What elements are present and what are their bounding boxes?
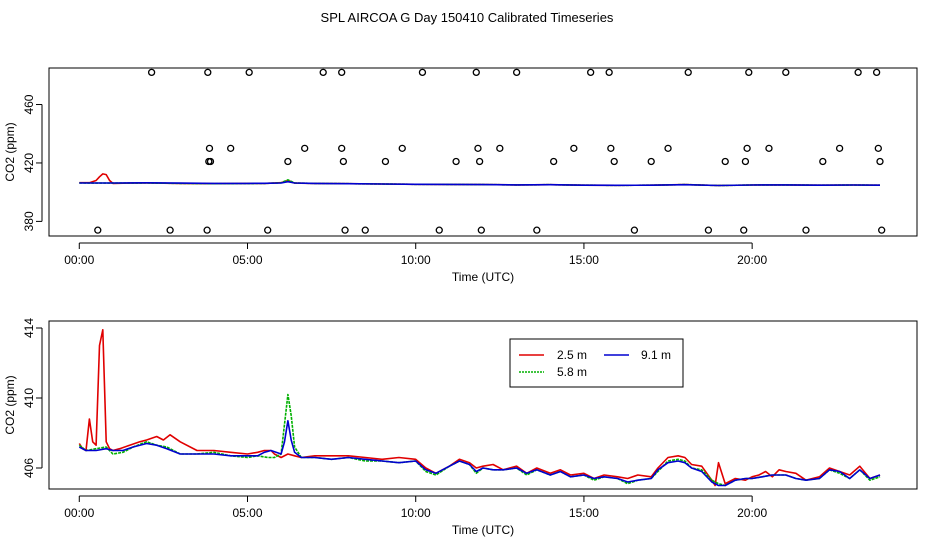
legend-label-9-1m: 9.1 m xyxy=(641,348,671,362)
bottom-x-axis: 00:00 05:00 10:00 15:00 20:00 xyxy=(64,495,767,520)
top-calibration-points xyxy=(94,68,886,234)
bottom-plot-frame xyxy=(48,320,918,490)
bottom-x-tick-label: 20:00 xyxy=(737,506,767,520)
calibration-point xyxy=(743,144,751,152)
calibration-point xyxy=(147,68,156,77)
legend-box xyxy=(509,338,684,388)
calibration-point xyxy=(740,226,748,234)
calibration-point xyxy=(802,226,810,234)
calibration-point xyxy=(381,157,390,166)
calibration-point xyxy=(745,68,753,77)
calibration-point xyxy=(452,157,460,166)
calibration-point xyxy=(475,157,484,166)
calibration-point xyxy=(398,144,406,152)
calibration-point xyxy=(94,226,102,234)
top-x-tick-label: 15:00 xyxy=(569,253,599,267)
bottom-x-tick-label: 10:00 xyxy=(401,506,431,520)
bottom-y-tick-label: 406 xyxy=(22,458,36,478)
calibration-point xyxy=(765,144,773,152)
calibration-point xyxy=(319,68,327,77)
calibration-point xyxy=(684,68,692,77)
calibration-point xyxy=(301,144,309,152)
top-series-lines xyxy=(79,173,881,187)
bottom-x-tick-label: 00:00 xyxy=(64,506,94,520)
top-x-tick-label: 05:00 xyxy=(232,253,262,267)
calibration-point xyxy=(610,157,618,166)
calibration-point xyxy=(227,144,235,152)
calibration-point xyxy=(607,144,615,152)
bottom-x-axis-label: Time (UTC) xyxy=(452,523,514,537)
calibration-point xyxy=(570,144,578,152)
top-x-tick-label: 00:00 xyxy=(64,253,94,267)
calibration-point xyxy=(878,226,886,234)
calibration-point xyxy=(876,157,884,166)
calibration-point xyxy=(284,157,292,166)
calibration-point xyxy=(264,226,272,234)
calibration-point xyxy=(472,68,480,77)
calibration-point xyxy=(512,68,521,77)
legend-label-5-8m: 5.8 m xyxy=(557,365,587,379)
bottom-x-tick-label: 15:00 xyxy=(569,506,599,520)
calibration-point xyxy=(474,144,482,152)
calibration-point xyxy=(819,157,827,166)
calibration-point xyxy=(835,144,844,152)
top-x-axis-label: Time (UTC) xyxy=(452,270,514,284)
legend: 2.5 m 9.1 m 5.8 m xyxy=(509,338,684,388)
calibration-point xyxy=(166,226,174,234)
calibration-point xyxy=(587,68,595,77)
bottom-series-5-8-m xyxy=(78,393,881,487)
figure-title: SPL AIRCOA G Day 150410 Calibrated Times… xyxy=(321,10,614,25)
calibration-point xyxy=(338,144,346,152)
calibration-point xyxy=(496,144,504,152)
calibration-point xyxy=(204,68,212,77)
bottom-series-9-1-m xyxy=(78,419,881,487)
top-plot-frame xyxy=(48,67,918,237)
calibration-point xyxy=(605,68,613,77)
top-y-tick-label: 460 xyxy=(22,94,36,114)
bottom-y-axis-label: CO2 (ppm) xyxy=(3,375,17,434)
top-x-tick-label: 10:00 xyxy=(401,253,431,267)
calibration-point xyxy=(721,157,729,166)
top-series-9-1-m xyxy=(79,180,881,187)
top-panel: 00:00 05:00 10:00 15:00 20:00 380 420 460 Time… xyxy=(3,67,918,284)
calibration-point xyxy=(664,144,672,152)
calibration-point xyxy=(435,226,443,234)
calibration-point xyxy=(203,226,211,234)
top-y-axis-label: CO2 (ppm) xyxy=(3,122,17,181)
calibration-point xyxy=(341,226,349,234)
calibration-point xyxy=(647,157,655,166)
bottom-y-tick-label: 410 xyxy=(22,388,36,408)
calibration-point xyxy=(630,226,639,234)
calibration-point xyxy=(550,157,558,166)
calibration-point xyxy=(361,226,369,234)
bottom-x-tick-label: 05:00 xyxy=(232,506,262,520)
bottom-y-axis: 406 410 414 xyxy=(22,318,43,478)
calibration-point xyxy=(245,68,253,77)
calibration-point xyxy=(533,226,541,234)
bottom-series-lines xyxy=(78,328,881,487)
top-x-tick-label: 20:00 xyxy=(737,253,767,267)
calibration-point xyxy=(854,68,862,77)
legend-label-2-5m: 2.5 m xyxy=(557,348,587,362)
calibration-point xyxy=(477,226,485,234)
calibration-point xyxy=(205,157,213,166)
calibration-point xyxy=(874,144,882,152)
bottom-panel: 00:00 05:00 10:00 15:00 20:00 406 410 414 Time… xyxy=(3,318,918,537)
calibration-point xyxy=(205,144,214,152)
calibration-point xyxy=(872,68,881,77)
calibration-point xyxy=(418,68,427,77)
top-y-axis: 380 420 460 xyxy=(22,94,43,231)
bottom-y-tick-label: 414 xyxy=(22,318,36,338)
bottom-series-2-5-m xyxy=(78,328,881,487)
calibration-point xyxy=(782,68,790,77)
calibration-point xyxy=(704,226,713,234)
top-x-axis: 00:00 05:00 10:00 15:00 20:00 xyxy=(64,242,767,267)
calibration-point xyxy=(339,157,348,166)
calibration-point xyxy=(338,68,346,77)
top-y-tick-label: 420 xyxy=(22,153,36,173)
calibration-point xyxy=(741,157,750,166)
top-y-tick-label: 380 xyxy=(22,211,36,231)
